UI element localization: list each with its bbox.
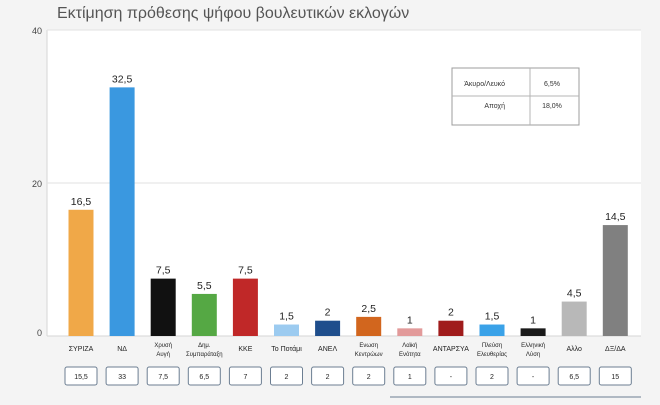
comparison-value: 2 — [326, 374, 330, 381]
x-tick-label: Πλεύση — [482, 343, 502, 349]
x-tick-label: ΣΥΡΙΖΑ — [69, 346, 94, 353]
value-label: 2 — [448, 307, 454, 319]
x-tick-label: ΝΔ — [117, 346, 127, 353]
x-tick-label: Το Ποτάμι — [271, 345, 302, 353]
comparison-box — [146, 366, 180, 386]
comparison-value: 2 — [367, 374, 371, 381]
comparison-value: 33 — [118, 374, 126, 381]
value-label: 2 — [325, 307, 331, 319]
value-label: 14,5 — [605, 211, 626, 223]
x-tick-label: Κεντρώων — [355, 352, 383, 358]
value-label: 7,5 — [238, 265, 253, 277]
bar — [561, 301, 587, 336]
bar — [274, 324, 299, 336]
comparison-value: 7 — [243, 374, 247, 381]
x-tick-labels: ΣΥΡΙΖΑ ΝΔ Χρυσή Αυγή Δημ. Συμπαράταξη ΚΚΕ Το Πο… — [69, 342, 626, 358]
comparison-box — [311, 366, 345, 386]
comparison-value: 1 — [408, 374, 412, 381]
comparison-value: 2 — [285, 374, 289, 381]
bar — [68, 209, 94, 336]
x-tick-label: Συμπαράταξη — [186, 351, 223, 358]
bar — [191, 293, 217, 336]
comparison-box — [475, 366, 509, 386]
y-tick-label: 0 — [37, 328, 42, 338]
info-box-value: 18,0% — [542, 103, 562, 110]
info-box-label: Αποχή — [484, 103, 505, 110]
comparison-value: 6,5 — [199, 374, 209, 381]
x-tick-label: Ελληνική — [521, 342, 545, 349]
gridlines — [47, 29, 641, 184]
y-tick-labels: 0 20 40 — [32, 26, 42, 338]
comparison-value: 15 — [611, 374, 619, 381]
x-tick-label: Λύση — [526, 352, 540, 358]
comparison-box — [187, 366, 221, 386]
value-label: 4,5 — [567, 288, 582, 300]
value-label: 1,5 — [279, 311, 294, 323]
value-labels: 16,532,57,55,57,51,5 2 2,512 1,5 14,514,5 — [71, 73, 626, 326]
x-tick-label: Ελευθερίας — [477, 352, 507, 358]
comparison-box — [516, 366, 550, 386]
comparison-boxes: 15,5 33 7,5 6,5 7 2 2 2 1 - 2 - 6,5 15 — [64, 366, 641, 398]
x-tick-label: ΚΚΕ — [238, 346, 252, 353]
value-label: 7,5 — [156, 265, 171, 277]
value-label: 1 — [530, 314, 536, 326]
comparison-value: 7,5 — [158, 374, 168, 381]
comparison-value: 6,5 — [569, 374, 579, 381]
x-tick-label: Χρυσή — [154, 342, 172, 349]
comparison-value: - — [532, 374, 535, 381]
info-box: Άκυρο/Λευκό 6,5% Αποχή 18,0% — [451, 67, 580, 126]
x-tick-label: ΑΝΤΑΡΣΥΑ — [433, 346, 469, 353]
comparison-box — [434, 366, 468, 386]
bar — [602, 225, 628, 336]
chart-title: Εκτίμηση πρόθεσης ψήφου βουλευτικών εκλο… — [57, 5, 409, 22]
comparison-box — [228, 366, 262, 386]
x-tick-label: Αλλο — [566, 346, 582, 353]
bars-group — [68, 87, 628, 336]
comparison-box — [598, 366, 632, 386]
comparison-box — [557, 366, 591, 386]
comparison-value: 15,5 — [74, 374, 88, 381]
comparison-box — [393, 366, 427, 386]
x-tick-label: ΑΝΕΛ — [318, 346, 337, 353]
y-tick-label: 20 — [32, 179, 42, 189]
info-box-label: Άκυρο/Λευκό — [464, 80, 505, 88]
value-label: 32,5 — [112, 73, 133, 85]
value-label: 1,5 — [485, 311, 500, 323]
bar — [109, 87, 135, 336]
value-label: 1 — [407, 314, 413, 326]
bar — [397, 328, 423, 336]
x-tick-label: ΔΞ/ΔΑ — [605, 346, 626, 353]
comparison-box — [105, 366, 139, 386]
bar — [438, 320, 464, 336]
comparison-value: - — [450, 374, 453, 381]
bar — [232, 278, 258, 336]
value-label: 16,5 — [71, 196, 92, 208]
x-tick-label: Ενωση — [359, 343, 378, 349]
comparison-value: 2 — [490, 374, 494, 381]
x-tick-label: Λαϊκή — [402, 342, 417, 349]
x-tick-label: Ενότητα — [399, 351, 421, 358]
comparison-box — [352, 366, 386, 386]
value-label: 2,5 — [361, 303, 376, 315]
info-box-value: 6,5% — [544, 81, 560, 88]
x-tick-label: Δημ. — [198, 343, 211, 349]
value-label: 5,5 — [197, 280, 212, 292]
y-tick-label: 40 — [32, 26, 42, 36]
bar — [356, 316, 382, 336]
comparison-box — [270, 366, 303, 386]
bar — [479, 324, 505, 336]
bar — [150, 278, 176, 336]
bar — [315, 320, 341, 336]
x-tick-label: Αυγή — [156, 351, 170, 358]
bar — [520, 328, 546, 336]
comparison-box — [64, 366, 98, 386]
